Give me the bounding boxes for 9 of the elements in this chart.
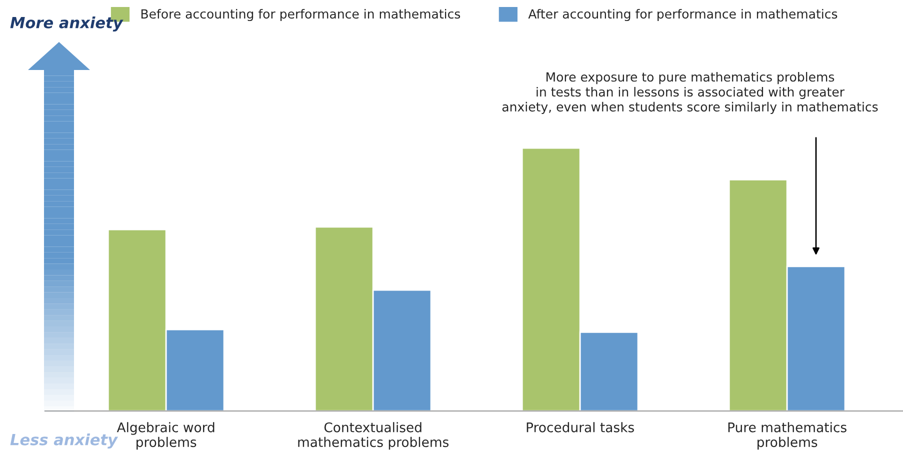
legend-label: After accounting for performance in mathematics: [528, 8, 838, 22]
text: Less anxiety: [10, 434, 118, 448]
x-tick-label: Procedural tasks: [526, 422, 634, 432]
text: More exposure to pure mathematics problems in tests than in lessons is associated with greater anxiety, even when students score similarly in mathematics: [502, 72, 878, 114]
x-tick-label: Pure mathematics problems: [728, 422, 846, 450]
legend-label: Before accounting for performance in mathematics: [141, 8, 460, 22]
text: More anxiety: [10, 16, 124, 32]
x-tick-label: Algebraic word problems: [116, 422, 214, 450]
x-tick-label: Contextualised mathematics problems: [298, 422, 449, 450]
